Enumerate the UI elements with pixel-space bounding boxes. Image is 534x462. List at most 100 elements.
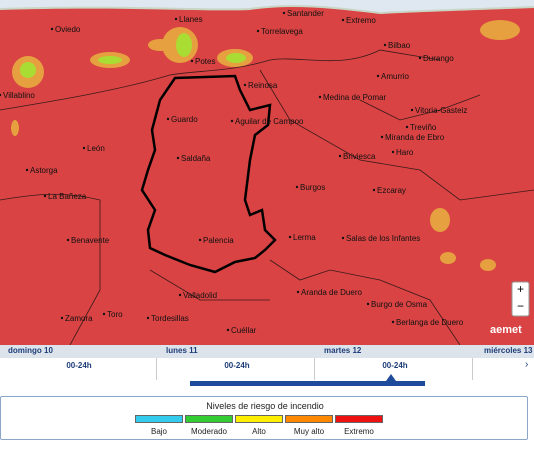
legend-label: Moderado [190,427,228,436]
place-dot [243,83,247,87]
day-bar [0,345,534,358]
place-dot [226,328,230,332]
place-label: Potes [195,57,215,66]
place-label: Amurrio [381,72,410,81]
place-label: Llanes [179,15,203,24]
place-dot [341,236,345,240]
place-label: Reinosa [248,81,278,90]
place-label: Valladolid [183,291,217,300]
place-dot [372,188,376,192]
place-dot [282,11,286,15]
place-label: Haro [396,148,414,157]
zoom-in[interactable]: + [517,282,524,296]
place-dot [102,312,106,316]
place-label: Burgo de Osma [371,300,428,309]
legend-swatch [185,415,233,423]
place-label: Treviño [410,123,437,132]
place-dot [391,150,395,154]
place-dot [405,125,409,129]
place-label: Ezcaray [377,186,406,195]
day-label: martes 12 [324,346,362,355]
place-label: Oviedo [55,25,81,34]
place-dot [376,74,380,78]
place-label: Astorga [30,166,58,175]
place-label: Salas de los Infantes [346,234,420,243]
period-label: 00-24h [224,361,250,370]
place-dot [174,17,178,21]
place-label: Durango [423,54,454,63]
palencia-outline [140,74,277,274]
place-label: Guardo [171,115,198,124]
zoom-out[interactable]: − [517,299,524,313]
place-dot [50,27,54,31]
place-dot [391,320,395,324]
place-dot [256,29,260,33]
place-dot [380,135,384,139]
place-dot [366,302,370,306]
legend-label: Bajo [150,427,167,436]
legend-label: Alto [252,427,266,436]
legend-label: Extremo [344,427,374,436]
place-dot [410,108,414,112]
legend-swatch [235,415,283,423]
place-dot [66,238,70,242]
day-label: miércoles 13 [484,346,533,355]
place-label: Torrelavega [261,27,303,36]
place-dot [418,56,422,60]
borders [0,49,534,345]
period-tab[interactable] [158,358,315,380]
place-dot [166,117,170,121]
period-tab[interactable] [316,358,473,380]
place-label: Tordesillas [151,314,189,323]
place-dot [338,154,342,158]
place-dot [82,146,86,150]
place-label: Saldaña [181,154,211,163]
legend-swatch [335,415,383,423]
place-label: Aguilar de Campoo [235,117,304,126]
next-arrow: › [525,359,529,370]
place-dot [146,316,150,320]
place-label: Toro [107,310,123,319]
place-dot [341,18,345,22]
place-dot [230,119,234,123]
place-label: León [87,144,105,153]
scroll-bar [190,381,425,386]
period-label: 00-24h [382,361,408,370]
place-dot [295,185,299,189]
place-label: Cuéllar [231,326,257,335]
place-dot [296,290,300,294]
place-label: Aranda de Duero [301,288,362,297]
place-label: Bilbao [388,41,411,50]
timeline: domingo 10 00-24h lunes 11 00-24h martes 12 0… [0,345,534,390]
legend-swatch [135,415,183,423]
place-label: Lerma [293,233,316,242]
place-dot [60,316,64,320]
place-label: Benavente [71,236,110,245]
place-label: Palencia [203,236,234,245]
place-label: Burgos [300,183,325,192]
map: Oviedo Llanes Santander Extremo Torrelavega B… [0,0,534,345]
place-label: Medina de Pomar [323,93,386,102]
logo: aemet [490,324,522,336]
period-tab[interactable] [0,358,157,380]
period-label: 00-24h [66,361,92,370]
legend-swatch [285,415,333,423]
place-dot [176,156,180,160]
place-dot [318,95,322,99]
place-dot [0,93,2,97]
day-label: domingo 10 [8,346,53,355]
period-selected [386,374,396,381]
place-dot [190,59,194,63]
place-label: Vitoria-Gasteiz [415,106,467,115]
place-label: Miranda de Ebro [385,133,445,142]
sea [0,0,534,12]
place-label: La Bañeza [48,192,87,201]
place-dot [288,235,292,239]
place-dot [25,168,29,172]
place-label: Berlanga de Duero [396,318,464,327]
place-label: Villablino [3,91,35,100]
place-label: Extremo [346,16,376,25]
day-label: lunes 11 [166,346,198,355]
place-dot [43,194,47,198]
